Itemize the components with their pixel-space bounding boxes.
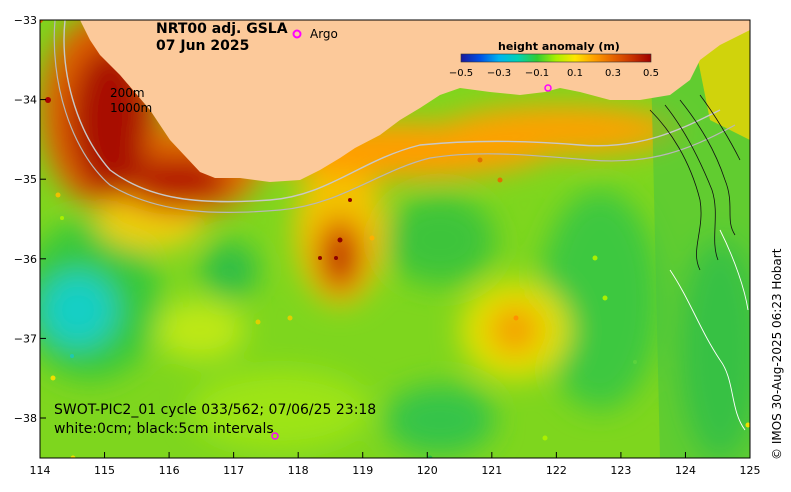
y-tick-label: −36 — [14, 253, 37, 266]
x-tick-label: 115 — [94, 464, 115, 477]
argo-legend-label: Argo — [310, 27, 338, 41]
argo-legend-icon — [292, 29, 302, 39]
sea-level-field — [40, 20, 750, 458]
y-tick-label: −38 — [14, 412, 37, 425]
colorbar-tick-label: −0.1 — [525, 68, 549, 79]
x-tick-label: 124 — [675, 464, 696, 477]
plot-frame — [39, 19, 751, 459]
colorbar-gradient — [460, 53, 652, 63]
y-tick-label: −34 — [14, 94, 37, 107]
colorbar-title: height anomaly (m) — [498, 40, 620, 53]
map-date: 07 Jun 2025 — [156, 38, 249, 54]
colorbar: height anomaly (m) −0.5 −0.3 −0.1 0.1 0.3 0.5 — [449, 40, 659, 79]
white-contours — [669, 229, 749, 431]
x-tick-label: 125 — [740, 464, 761, 477]
x-tick-label: 122 — [546, 464, 567, 477]
colorbar-tick-label: 0.5 — [643, 68, 659, 79]
x-axis: 114 115 116 117 118 119 120 121 122 123 124 125 — [30, 452, 761, 477]
colorbar-tick-label: −0.3 — [487, 68, 511, 79]
black-contours — [649, 94, 741, 271]
swot-info-line: SWOT-PIC2_01 cycle 033/562; 07/06/25 23:… — [54, 402, 376, 418]
y-axis: −33 −34 −35 −36 −37 −38 — [14, 14, 46, 425]
x-tick-label: 118 — [288, 464, 309, 477]
y-tick-label: −35 — [14, 173, 37, 186]
colorbar-tick-label: 0.3 — [605, 68, 621, 79]
x-tick-label: 121 — [481, 464, 502, 477]
x-tick-label: 123 — [610, 464, 631, 477]
x-tick-label: 120 — [417, 464, 438, 477]
map-title: NRT00 adj. GSLA — [156, 21, 288, 37]
colorbar-tick-label: 0.1 — [567, 68, 583, 79]
isobath-1000m-line — [53, 20, 736, 214]
isobath-200m-label: 200m — [110, 86, 145, 100]
colorbar-tick-label: −0.5 — [449, 68, 473, 79]
x-tick-label: 116 — [159, 464, 180, 477]
colorbar-ticks: −0.5 −0.3 −0.1 0.1 0.3 0.5 — [449, 68, 659, 79]
x-tick-label: 119 — [352, 464, 373, 477]
contour-info-line: white:0cm; black:5cm intervals — [54, 421, 274, 437]
swot-swath — [650, 20, 750, 458]
observation-dots — [40, 20, 750, 458]
x-tick-label: 117 — [223, 464, 244, 477]
x-tick-label: 114 — [30, 464, 51, 477]
argo-markers — [271, 84, 552, 440]
isobath-200m-line — [63, 20, 721, 203]
isobath-1000m-label: 1000m — [110, 101, 152, 115]
y-tick-label: −37 — [14, 332, 37, 345]
imos-credit: © IMOS 30-Aug-2025 06:23 Hobart — [770, 248, 784, 460]
y-tick-label: −33 — [14, 14, 37, 27]
